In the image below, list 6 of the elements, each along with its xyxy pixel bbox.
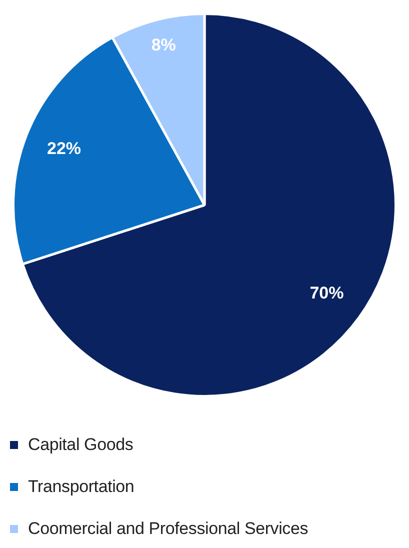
data-label: 8% [151,35,176,54]
data-label: 70% [310,283,344,302]
legend-label: Coomercial and Professional Services [28,519,308,539]
legend-label: Capital Goods [28,435,134,455]
legend-label: Transportation [28,477,134,497]
data-label: 22% [47,139,82,158]
